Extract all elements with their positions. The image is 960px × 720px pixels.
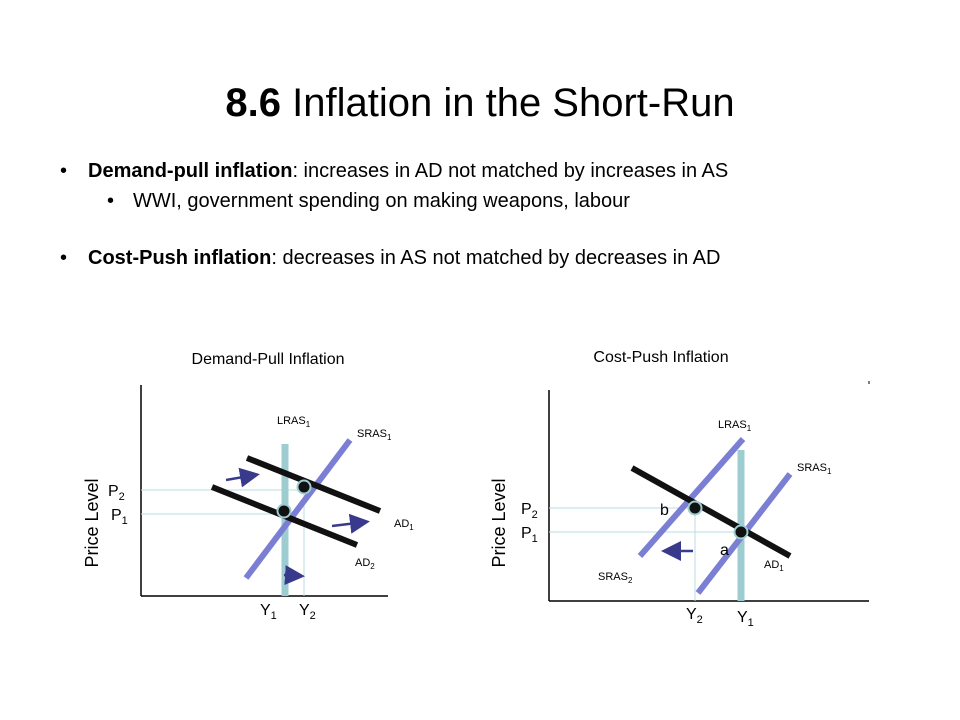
right-point-a-label: a — [720, 542, 729, 559]
right-y2-label: Y2 — [686, 606, 703, 626]
right-point-b-label: b — [660, 502, 669, 519]
right-equilibrium-b — [687, 500, 703, 516]
left-ad1-label: AD1 — [394, 518, 414, 532]
bullet-demand-pull: • Demand-pull inflation: increases in AD… — [60, 159, 729, 183]
left-ad2-curve — [245, 455, 382, 514]
right-y1-label: Y1 — [737, 609, 754, 629]
bullet-dot: • — [107, 190, 115, 212]
demand-pull-diagram: Demand-Pull Inflation Price Level LRAS1 … — [82, 351, 414, 622]
bullet-text: WWI, government spending on making weapo… — [133, 190, 630, 212]
left-y-axis-label: Price Level — [82, 478, 102, 567]
left-y1-label: Y1 — [260, 602, 277, 622]
left-ad-shift-arrow-lower — [331, 513, 370, 534]
left-equilibrium-1 — [276, 503, 292, 519]
slide-title: 8.6 Inflation in the Short-Run — [0, 80, 960, 126]
right-lras-label: LRAS1 — [718, 419, 752, 433]
right-equilibrium-a — [733, 524, 749, 540]
right-sras2-label: SRAS2 — [598, 571, 633, 585]
right-ad1-label: AD1 — [764, 559, 784, 573]
bullet-bold: Cost-Push inflation — [88, 247, 272, 269]
left-p1-label: P1 — [111, 507, 128, 527]
bullet-text: : increases in AD not matched by increas… — [292, 160, 729, 182]
cost-push-diagram: Cost-Push Inflation Price Level b a LRAS… — [489, 349, 870, 629]
left-p2-label: P2 — [108, 483, 125, 503]
right-sras2-curve — [637, 437, 746, 558]
left-ad-shift-arrow-upper — [225, 467, 260, 488]
title-number: 8.6 — [225, 81, 281, 125]
bullet-text: : decreases in AS not matched by decreas… — [271, 247, 721, 269]
left-ad2-label: AD2 — [355, 557, 375, 571]
right-sras1-label: SRAS1 — [797, 462, 832, 476]
bullet-dot: • — [60, 247, 68, 269]
bullet-wwi: • WWI, government spending on making wea… — [107, 189, 630, 213]
right-p1-label: P1 — [521, 525, 538, 545]
left-lras-label: LRAS1 — [277, 415, 311, 429]
left-y2-label: Y2 — [299, 602, 316, 622]
bullet-bold: Demand-pull inflation — [88, 160, 293, 182]
right-y-axis-label: Price Level — [489, 478, 509, 567]
right-diagram-title: Cost-Push Inflation — [593, 349, 728, 366]
left-sras-curve — [243, 438, 353, 580]
right-p2-label: P2 — [521, 501, 538, 521]
left-diagram-title: Demand-Pull Inflation — [192, 351, 345, 368]
bullet-cost-push: • Cost-Push inflation: decreases in AS n… — [60, 246, 721, 270]
title-text: Inflation in the Short-Run — [292, 81, 735, 125]
left-output-shift-arrow — [283, 565, 305, 586]
left-equilibrium-2 — [296, 479, 312, 495]
right-ad1-curve — [630, 465, 792, 559]
bullet-dot: • — [60, 160, 68, 182]
left-sras-label: SRAS1 — [357, 428, 392, 442]
